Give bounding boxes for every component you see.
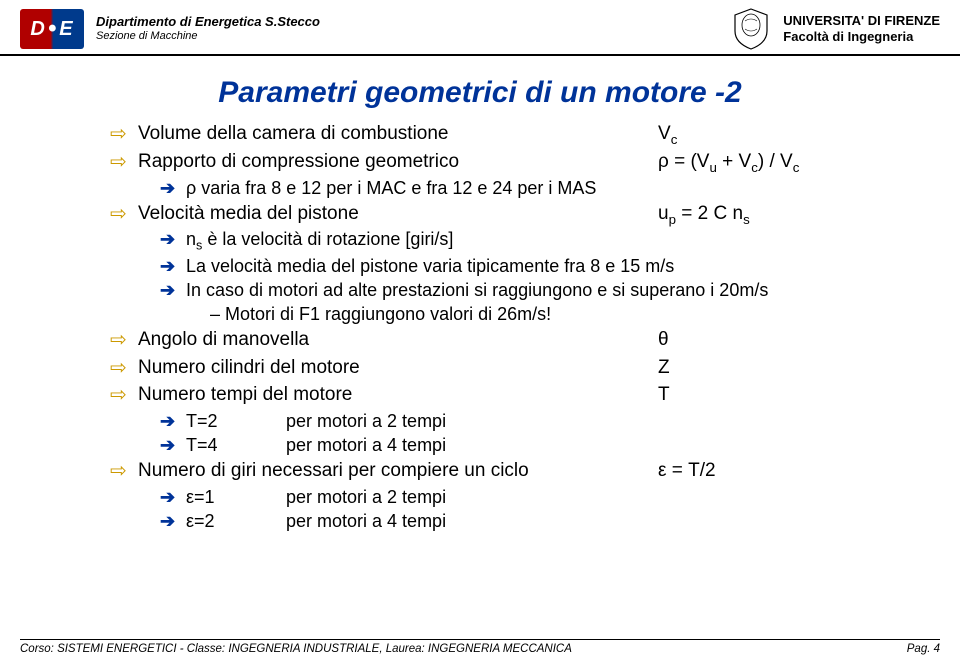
university-text: UNIVERSITA' DI FIRENZE Facoltà di Ingegn…: [783, 13, 940, 46]
bullet-text: Numero cilindri del motore: [138, 356, 658, 382]
logo-right-letter: E: [59, 18, 73, 41]
sub-bullet-rho-range: ➔ ρ varia fra 8 e 12 per i MAC e fra 12 …: [110, 177, 904, 200]
university-crest-icon: [731, 7, 771, 51]
univ-line2: Facoltà di Ingegneria: [783, 29, 940, 45]
bullet-text: Rapporto di compressione geometrico: [138, 150, 658, 176]
dept-line2: Sezione di Macchine: [96, 30, 320, 44]
sub-bullet-eps2: ➔ ε=2 per motori a 4 tempi: [110, 510, 904, 533]
arrow-icon: ⇨: [110, 150, 138, 176]
bullet-text: Velocità media del pistone: [138, 202, 658, 228]
sub-sub-bullet-f1: Motori di F1 raggiungono valori di 26m/s…: [110, 303, 904, 326]
bullet-left: ε=1: [186, 486, 286, 509]
slide-footer: Corso: SISTEMI ENERGETICI - Classe: INGE…: [20, 639, 940, 655]
arrow-icon: ⇨: [110, 122, 138, 148]
logo-bullet: •: [48, 15, 57, 43]
arrow-icon: ➔: [160, 510, 186, 533]
bullet-text: La velocità media del pistone varia tipi…: [186, 255, 904, 278]
header-right: UNIVERSITA' DI FIRENZE Facoltà di Ingegn…: [731, 7, 940, 51]
bullet-text: ns è la velocità di rotazione [giri/s]: [186, 228, 904, 254]
sub-bullet-ns: ➔ ns è la velocità di rotazione [giri/s]: [110, 228, 904, 254]
bullet-stroke-count: ⇨ Numero tempi del motore T: [110, 383, 904, 409]
bullet-text: per motori a 4 tempi: [286, 434, 904, 457]
dept-line1: Dipartimento di Energetica S.Stecco: [96, 14, 320, 30]
arrow-icon: ➔: [160, 434, 186, 457]
sub-bullet-high-perf: ➔ In caso di motori ad alte prestazioni …: [110, 279, 904, 302]
univ-line1: UNIVERSITA' DI FIRENZE: [783, 13, 940, 29]
header-left: D•E Dipartimento di Energetica S.Stecco …: [20, 9, 320, 49]
bullet-text: per motori a 4 tempi: [286, 510, 904, 533]
bullet-volume: ⇨ Volume della camera di combustione Vc: [110, 122, 904, 148]
slide-content: ⇨ Volume della camera di combustione Vc …: [0, 122, 960, 533]
sub-bullet-velocity-range: ➔ La velocità media del pistone varia ti…: [110, 255, 904, 278]
bullet-left: T=2: [186, 410, 286, 433]
bullet-left: T=4: [186, 434, 286, 457]
arrow-icon: ➔: [160, 486, 186, 509]
bullet-text: Numero tempi del motore: [138, 383, 658, 409]
bullet-piston-velocity: ⇨ Velocità media del pistone up = 2 C ns: [110, 202, 904, 228]
arrow-icon: ➔: [160, 410, 186, 433]
bullet-text: Motori di F1 raggiungono valori di 26m/s…: [225, 304, 551, 324]
footer-page: Pag. 4: [907, 643, 940, 655]
bullet-text: per motori a 2 tempi: [286, 410, 904, 433]
footer-left: Corso: SISTEMI ENERGETICI - Classe: INGE…: [20, 643, 572, 655]
arrow-icon: ⇨: [110, 202, 138, 228]
bullet-revolutions: ⇨ Numero di giri necessari per compiere …: [110, 459, 904, 485]
arrow-icon: ⇨: [110, 356, 138, 382]
bullet-symbol: Vc: [658, 122, 904, 148]
sub-bullet-t2: ➔ T=2 per motori a 2 tempi: [110, 410, 904, 433]
arrow-icon: ➔: [160, 255, 186, 278]
arrow-icon: ⇨: [110, 383, 138, 409]
arrow-icon: ⇨: [110, 459, 138, 485]
bullet-compression-ratio: ⇨ Rapporto di compressione geometrico ρ …: [110, 150, 904, 176]
bullet-symbol: T: [658, 383, 904, 409]
arrow-icon: ➔: [160, 228, 186, 254]
bullet-text: Numero di giri necessari per compiere un…: [138, 459, 658, 485]
bullet-symbol: ρ = (Vu + Vc) / Vc: [658, 150, 904, 176]
bullet-cylinder-count: ⇨ Numero cilindri del motore Z: [110, 356, 904, 382]
slide-header: D•E Dipartimento di Energetica S.Stecco …: [0, 0, 960, 56]
bullet-text: ρ varia fra 8 e 12 per i MAC e fra 12 e …: [186, 177, 904, 200]
dept-logo: D•E: [20, 9, 84, 49]
slide-title: Parametri geometrici di un motore -2: [0, 76, 960, 110]
bullet-symbol: θ: [658, 328, 904, 354]
arrow-icon: ➔: [160, 279, 186, 302]
bullet-symbol: ε = T/2: [658, 459, 904, 485]
bullet-left: ε=2: [186, 510, 286, 533]
arrow-icon: ⇨: [110, 328, 138, 354]
dept-text: Dipartimento di Energetica S.Stecco Sezi…: [96, 14, 320, 44]
bullet-text: In caso di motori ad alte prestazioni si…: [186, 279, 904, 302]
bullet-crank-angle: ⇨ Angolo di manovella θ: [110, 328, 904, 354]
bullet-text: Volume della camera di combustione: [138, 122, 658, 148]
logo-left-letter: D: [30, 18, 45, 41]
sub-bullet-eps1: ➔ ε=1 per motori a 2 tempi: [110, 486, 904, 509]
bullet-symbol: up = 2 C ns: [658, 202, 904, 228]
bullet-text: per motori a 2 tempi: [286, 486, 904, 509]
arrow-icon: ➔: [160, 177, 186, 200]
bullet-symbol: Z: [658, 356, 904, 382]
bullet-text: Angolo di manovella: [138, 328, 658, 354]
sub-bullet-t4: ➔ T=4 per motori a 4 tempi: [110, 434, 904, 457]
